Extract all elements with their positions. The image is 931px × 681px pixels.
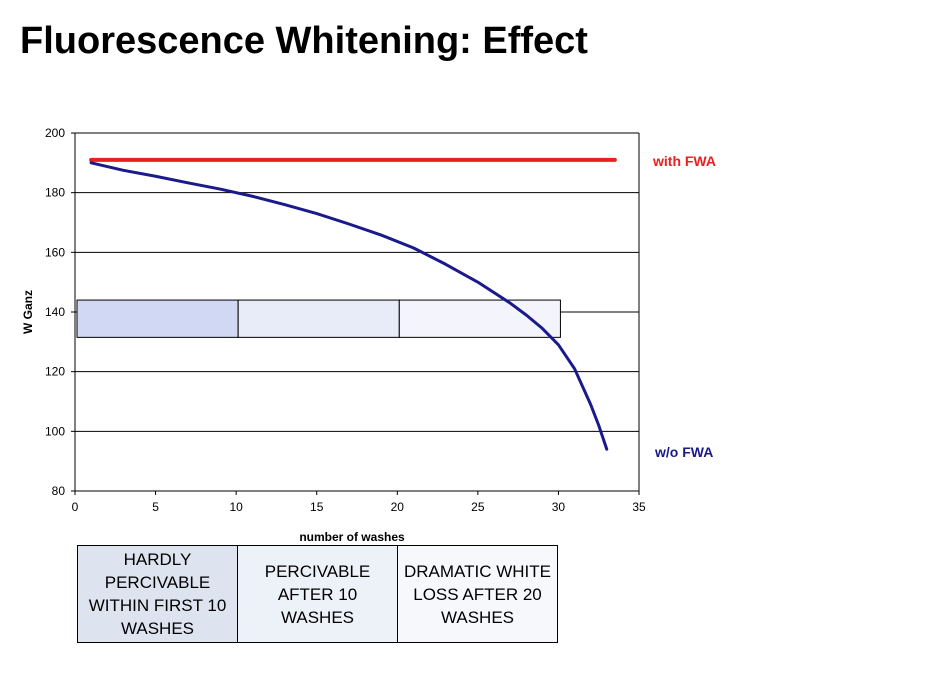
phase-cell-dramatic-white-loss: DRAMATIC WHITE LOSS AFTER 20 WASHES [397,545,558,643]
phase-band-1 [237,299,400,338]
x-tick-label-35: 35 [632,500,646,514]
x-tick-label-15: 15 [310,500,324,514]
y-tick-label-80: 80 [52,484,66,498]
phase-cell-hardly-percivable: HARDLY PERCIVABLE WITHIN FIRST 10 WASHES [77,545,238,643]
y-tick-label-120: 120 [45,365,65,379]
y-tick-label-160: 160 [45,245,65,259]
x-tick-label-25: 25 [471,500,485,514]
y-axis-title: W Ganz [21,290,35,334]
phase-cell-percivable: PERCIVABLE AFTER 10 WASHES [237,545,398,643]
series-label-with-fwa: with FWA [652,153,716,169]
series-line-without-fwa [89,161,609,451]
y-tick-label-100: 100 [45,424,65,438]
series-label-without-fwa: w/o FWA [654,444,713,460]
x-tick-label-10: 10 [229,500,243,514]
y-tick-label-180: 180 [45,186,65,200]
slide-title: Fluorescence Whitening: Effect [20,20,588,62]
x-tick-label-30: 30 [552,500,566,514]
y-tick-label-200: 200 [45,126,65,140]
phase-band-2 [398,299,561,338]
x-tick-label-5: 5 [152,500,159,514]
y-tick-label-140: 140 [45,305,65,319]
phase-band-0 [76,299,239,338]
phase-table: HARDLY PERCIVABLE WITHIN FIRST 10 WASHES… [77,545,558,643]
x-axis-title: number of washes [299,530,405,544]
phase-row: HARDLY PERCIVABLE WITHIN FIRST 10 WASHES… [77,545,558,643]
x-tick-label-0: 0 [72,500,79,514]
x-tick-label-20: 20 [391,500,405,514]
plot-area: 80 100 120 140 160 180 200 0 5 10 15 20 25 30 35 number… [21,126,716,544]
